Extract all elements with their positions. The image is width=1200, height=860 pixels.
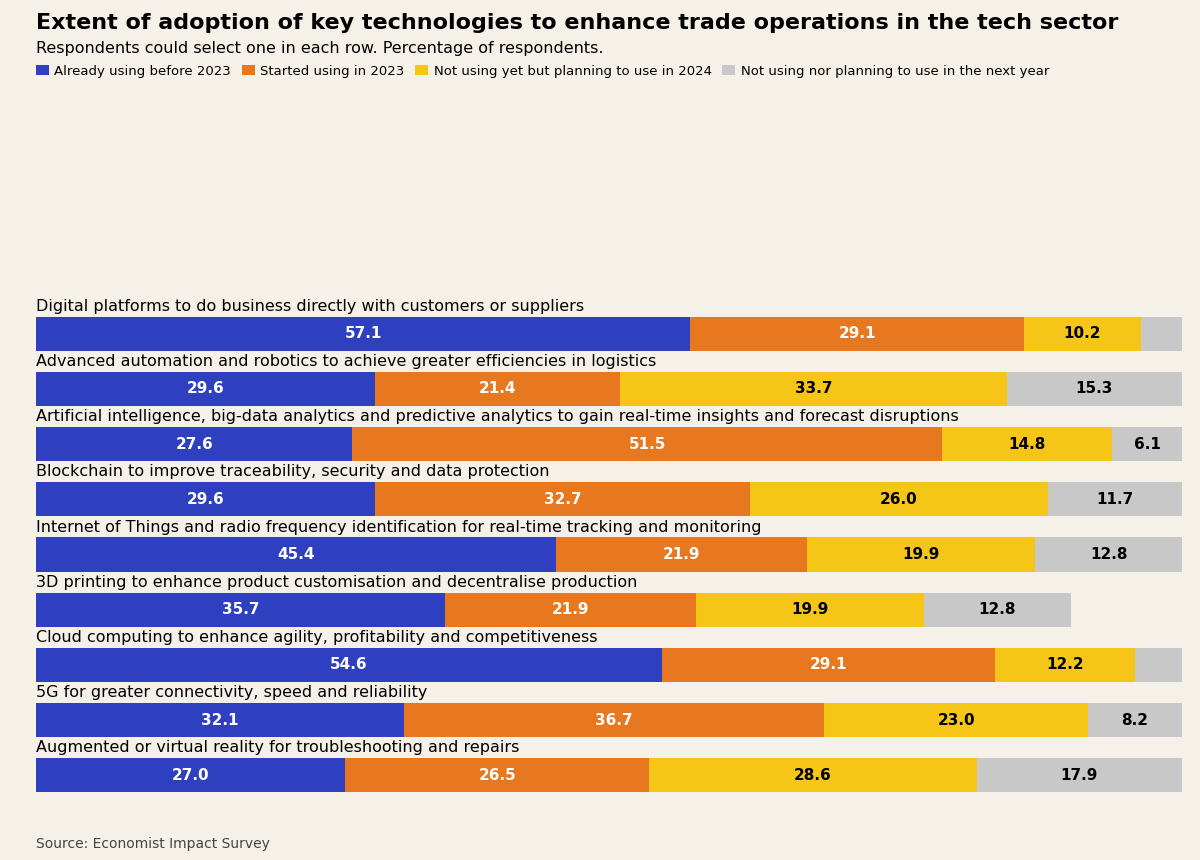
Text: 14.8: 14.8 — [1009, 437, 1046, 452]
Bar — [1007, 372, 1182, 406]
Text: 21.4: 21.4 — [479, 382, 516, 396]
Text: Cloud computing to enhance agility, profitability and competitiveness: Cloud computing to enhance agility, prof… — [36, 630, 598, 645]
Text: Extent of adoption of key technologies to enhance trade operations in the tech s: Extent of adoption of key technologies t… — [36, 13, 1118, 33]
Bar — [376, 482, 750, 517]
Text: Advanced automation and robotics to achieve greater efficiencies in logistics: Advanced automation and robotics to achi… — [36, 354, 656, 369]
Bar — [824, 703, 1088, 737]
Text: 45.4: 45.4 — [277, 547, 314, 562]
Bar — [36, 703, 404, 737]
Bar — [1135, 648, 1182, 682]
Text: 27.6: 27.6 — [175, 437, 214, 452]
Text: 11.7: 11.7 — [1097, 492, 1134, 507]
Bar — [36, 538, 557, 572]
Text: 17.9: 17.9 — [1061, 768, 1098, 783]
Bar — [1048, 482, 1182, 517]
Bar — [696, 593, 924, 627]
Text: 6.1: 6.1 — [1134, 437, 1160, 452]
Bar — [346, 759, 649, 792]
Text: 32.1: 32.1 — [202, 713, 239, 728]
Bar — [995, 648, 1135, 682]
Bar — [36, 648, 661, 682]
Bar — [376, 372, 620, 406]
Bar — [36, 316, 690, 351]
Text: 35.7: 35.7 — [222, 602, 259, 617]
Bar — [557, 538, 808, 572]
Text: 19.9: 19.9 — [792, 602, 829, 617]
Text: 26.5: 26.5 — [479, 768, 516, 783]
Bar — [620, 372, 1007, 406]
Text: 12.8: 12.8 — [1090, 547, 1128, 562]
Bar — [353, 427, 942, 461]
Text: 27.0: 27.0 — [172, 768, 210, 783]
Bar — [661, 648, 995, 682]
Text: 19.9: 19.9 — [902, 547, 940, 562]
Bar — [1112, 427, 1182, 461]
Text: 29.6: 29.6 — [187, 492, 224, 507]
Text: 3D printing to enhance product customisation and decentralise production: 3D printing to enhance product customisa… — [36, 574, 637, 590]
Bar — [36, 427, 353, 461]
Text: 12.2: 12.2 — [1046, 657, 1084, 673]
Bar — [36, 593, 445, 627]
Text: Internet of Things and radio frequency identification for real-time tracking and: Internet of Things and radio frequency i… — [36, 519, 762, 535]
Bar — [36, 482, 376, 517]
Bar — [808, 538, 1036, 572]
Text: 21.9: 21.9 — [552, 602, 589, 617]
Bar — [942, 427, 1112, 461]
Bar — [36, 759, 346, 792]
Bar — [1088, 703, 1182, 737]
Bar — [1024, 316, 1141, 351]
Text: 36.7: 36.7 — [595, 713, 632, 728]
Text: Artificial intelligence, big-data analytics and predictive analytics to gain rea: Artificial intelligence, big-data analyt… — [36, 409, 959, 424]
Text: 57.1: 57.1 — [344, 326, 382, 341]
Text: Blockchain to improve traceability, security and data protection: Blockchain to improve traceability, secu… — [36, 464, 550, 480]
Text: Augmented or virtual reality for troubleshooting and repairs: Augmented or virtual reality for trouble… — [36, 740, 520, 755]
Legend: Already using before 2023, Started using in 2023, Not using yet but planning to : Already using before 2023, Started using… — [36, 64, 1049, 77]
Bar — [404, 703, 824, 737]
Bar — [1036, 538, 1182, 572]
Text: Respondents could select one in each row. Percentage of respondents.: Respondents could select one in each row… — [36, 41, 604, 56]
Bar — [924, 593, 1070, 627]
Text: 21.9: 21.9 — [664, 547, 701, 562]
Bar — [36, 372, 376, 406]
Text: 12.8: 12.8 — [979, 602, 1016, 617]
Bar — [649, 759, 977, 792]
Text: 10.2: 10.2 — [1063, 326, 1102, 341]
Text: Digital platforms to do business directly with customers or suppliers: Digital platforms to do business directl… — [36, 299, 584, 314]
Bar — [690, 316, 1024, 351]
Text: 8.2: 8.2 — [1122, 713, 1148, 728]
Text: 26.0: 26.0 — [880, 492, 918, 507]
Bar — [445, 593, 696, 627]
Bar — [1141, 316, 1182, 351]
Text: 29.6: 29.6 — [187, 382, 224, 396]
Text: 54.6: 54.6 — [330, 657, 367, 673]
Bar — [750, 482, 1048, 517]
Text: 51.5: 51.5 — [629, 437, 666, 452]
Text: 5G for greater connectivity, speed and reliability: 5G for greater connectivity, speed and r… — [36, 685, 427, 700]
Text: 23.0: 23.0 — [937, 713, 976, 728]
Text: 28.6: 28.6 — [794, 768, 832, 783]
Text: 15.3: 15.3 — [1075, 382, 1114, 396]
Text: Source: Economist Impact Survey: Source: Economist Impact Survey — [36, 838, 270, 851]
Bar — [977, 759, 1182, 792]
Text: 29.1: 29.1 — [810, 657, 847, 673]
Text: 33.7: 33.7 — [794, 382, 833, 396]
Text: 32.7: 32.7 — [544, 492, 581, 507]
Text: 29.1: 29.1 — [839, 326, 876, 341]
